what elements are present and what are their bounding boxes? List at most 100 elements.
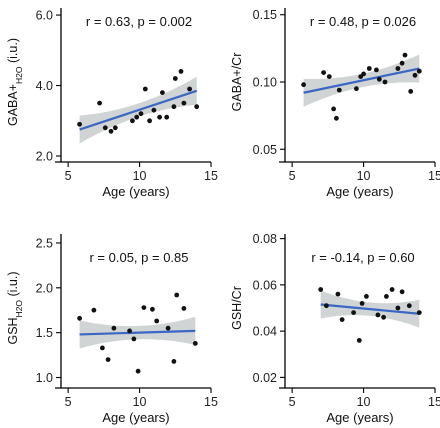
data-point	[395, 66, 401, 71]
data-point	[77, 121, 82, 127]
data-point	[318, 287, 324, 292]
y-tick-label: 0.04	[253, 325, 277, 339]
data-point	[402, 52, 408, 58]
data-point	[406, 303, 412, 309]
data-point	[374, 67, 379, 73]
data-point	[154, 318, 160, 324]
data-point	[77, 315, 82, 321]
y-axis-label: GSHH2O (i.u.)	[6, 271, 24, 344]
data-point	[165, 325, 171, 331]
y-tick-label: 0.05	[253, 143, 277, 157]
panel-stat-label: r = 0.48, p = 0.026	[310, 14, 416, 29]
data-point	[171, 104, 177, 110]
x-tick-label: 15	[204, 395, 218, 409]
data-point	[384, 294, 389, 299]
y-axis-label: GABA+H2O (i.u.)	[6, 38, 24, 126]
data-point	[157, 114, 162, 120]
panel-stat-label: r = 0.05, p = 0.85	[89, 250, 188, 265]
data-point	[382, 79, 388, 85]
data-point	[174, 292, 180, 298]
y-tick-label: 2.0	[36, 150, 53, 164]
x-tick-label: 10	[357, 395, 371, 409]
data-point	[389, 287, 395, 292]
data-point	[375, 312, 381, 318]
data-point	[301, 82, 306, 88]
data-point	[142, 86, 148, 92]
data-point	[151, 107, 157, 113]
data-point	[112, 125, 118, 131]
x-tick-label: 10	[357, 169, 371, 183]
data-point	[127, 328, 132, 334]
data-point	[160, 90, 165, 95]
data-point	[100, 345, 105, 351]
panel-gsh-cr: r = -0.14, p = 0.60 5 10 15 0.02 0.04 0.06 0.0…	[230, 232, 440, 425]
panel-gaba-cr: r = 0.48, p = 0.026 5 10 15 0.05 0.10 0.15 Age…	[230, 8, 440, 199]
data-point	[399, 289, 405, 295]
regression-line	[303, 67, 420, 94]
data-point	[351, 310, 356, 315]
y-tick-label: 0.10	[253, 76, 277, 90]
x-tick-label: 5	[65, 395, 72, 409]
y-axis-label: GSH/Cr	[230, 286, 244, 330]
x-tick-label: 5	[289, 169, 296, 183]
data-point	[356, 338, 362, 343]
data-point	[408, 89, 414, 94]
data-point	[194, 104, 200, 110]
data-point	[181, 306, 187, 311]
data-point	[102, 125, 108, 131]
x-tick-label: 15	[204, 169, 218, 183]
y-tick-label: 1.0	[36, 371, 53, 385]
panel-gsh-h2o: r = 0.05, p = 0.85 5 10 15 1.0 1.5 2.0 2.5 Age …	[6, 234, 218, 425]
data-point	[138, 111, 144, 117]
data-point	[364, 294, 369, 299]
data-point	[192, 341, 198, 346]
data-point	[376, 76, 382, 82]
panel-gaba-h2o: r = 0.63, p = 0.002 5 10 15 2.0 4.0 6.0 Age (y…	[6, 8, 218, 199]
data-point	[172, 76, 178, 81]
data-point	[359, 301, 365, 306]
data-point	[395, 305, 401, 311]
data-point	[412, 72, 418, 78]
data-point	[130, 118, 135, 124]
y-tick-label: 4.0	[36, 79, 53, 93]
data-point	[321, 70, 326, 75]
data-point	[335, 291, 341, 297]
y-axis-label: GABA+/Cr	[230, 53, 244, 112]
data-point	[399, 60, 405, 66]
x-tick-label: 15	[428, 169, 440, 183]
data-point	[324, 303, 329, 309]
regression-line	[79, 89, 198, 131]
x-tick-label: 10	[133, 395, 147, 409]
data-point	[339, 317, 345, 322]
data-point	[134, 114, 140, 120]
y-tick-label: 1.5	[36, 326, 53, 340]
data-point	[135, 368, 141, 374]
panel-stat-label: r = -0.14, p = 0.60	[311, 250, 414, 265]
data-point	[91, 307, 97, 313]
x-axis-label: Age (years)	[102, 410, 169, 425]
x-axis-label: Age (years)	[102, 184, 169, 199]
x-tick-label: 10	[133, 169, 147, 183]
data-point	[111, 325, 117, 331]
y-tick-label: 0.06	[253, 278, 277, 292]
data-point	[336, 87, 342, 93]
data-point	[131, 336, 137, 342]
x-axis-label: Age (years)	[326, 410, 393, 425]
data-point	[147, 118, 152, 124]
regression-line	[320, 303, 420, 315]
panel-stat-label: r = 0.63, p = 0.002	[86, 14, 192, 29]
x-tick-label: 15	[428, 395, 440, 409]
data-point	[361, 71, 366, 77]
data-point	[354, 86, 359, 92]
data-point	[97, 100, 102, 106]
data-point	[108, 128, 114, 134]
y-tick-label: 2.5	[36, 236, 53, 250]
data-point	[381, 314, 386, 320]
data-point	[178, 69, 184, 74]
x-tick-label: 5	[289, 395, 296, 409]
y-tick-label: 0.02	[253, 371, 277, 385]
y-tick-label: 0.08	[253, 232, 277, 246]
regression-line	[79, 329, 196, 336]
data-point	[366, 66, 372, 71]
